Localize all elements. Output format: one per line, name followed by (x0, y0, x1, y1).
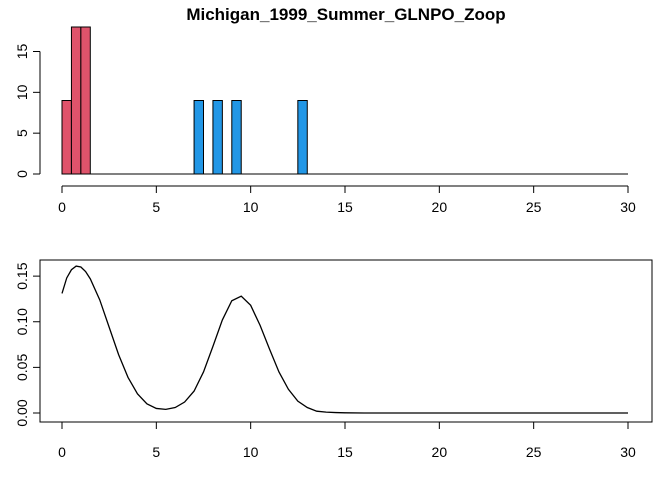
y-tick-label: 10 (14, 84, 30, 100)
density-x-axis: 0 5 10 15 20 25 30 (58, 421, 636, 460)
histogram-bar (231, 100, 242, 175)
density-curve (61, 265, 628, 414)
x-tick-label: 30 (620, 199, 636, 215)
histogram-bar (212, 100, 223, 175)
x-tick-label: 5 (152, 199, 160, 215)
histogram-bar (297, 100, 308, 175)
x-tick-label: 10 (243, 199, 259, 215)
density-y-axis: 0.00 0.05 0.10 0.15 (14, 262, 40, 427)
x-tick-label: 10 (243, 444, 259, 460)
histogram-y-axis: 0 5 10 15 (14, 44, 41, 178)
chart-title: Michigan_1999_Summer_GLNPO_Zoop (186, 5, 505, 24)
x-tick-label: 25 (526, 199, 542, 215)
x-tick-label: 0 (58, 199, 66, 215)
x-tick-label: 15 (337, 199, 353, 215)
x-tick-label: 15 (337, 444, 353, 460)
x-tick-label: 5 (152, 444, 160, 460)
y-tick-label: 0.00 (14, 399, 30, 426)
x-tick-label: 0 (58, 444, 66, 460)
y-tick-label: 0.15 (14, 262, 30, 289)
density-panel: 0 5 10 15 20 25 30 0.00 0.05 0.10 0.15 (14, 259, 653, 460)
y-tick-label: 5 (14, 129, 30, 137)
histogram-bar (70, 26, 82, 175)
density-plot-box (39, 259, 653, 423)
y-tick-label: 0.05 (14, 354, 30, 381)
histogram-bar (193, 100, 204, 175)
histogram-x-axis: 0 5 10 15 20 25 30 (58, 185, 636, 215)
histogram-panel: 0 5 10 15 20 25 30 0 5 10 15 (14, 26, 636, 215)
histogram-bars (61, 26, 308, 175)
y-tick-label: 0 (14, 170, 30, 178)
histogram-bar (80, 26, 91, 175)
histogram-bar (61, 100, 72, 175)
y-tick-label: 15 (14, 44, 30, 60)
x-tick-label: 20 (432, 199, 448, 215)
x-tick-label: 25 (526, 444, 542, 460)
x-tick-label: 20 (432, 444, 448, 460)
y-tick-label: 0.10 (14, 308, 30, 335)
x-tick-label: 30 (620, 444, 636, 460)
